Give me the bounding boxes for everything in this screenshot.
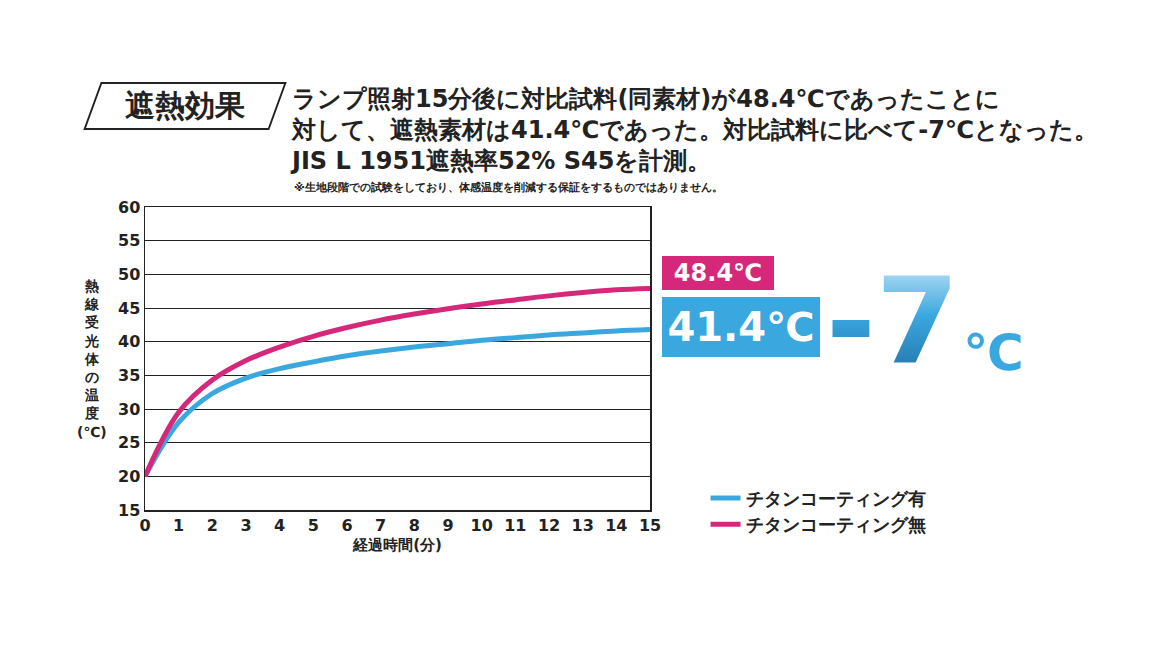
svg-text:4: 4 xyxy=(274,516,285,535)
svg-text:13: 13 xyxy=(572,516,594,535)
svg-text:11: 11 xyxy=(504,516,526,535)
svg-text:15: 15 xyxy=(118,501,140,520)
svg-text:5: 5 xyxy=(308,516,319,535)
html-text:JIS L 1951遮熱率52% S45を計測。: JIS L 1951遮熱率52% S45を計測。 xyxy=(292,147,712,175)
html-text:48.4℃: 48.4℃ xyxy=(673,259,763,287)
svg-text:15: 15 xyxy=(639,516,661,535)
svg-text:経過時間(分): 経過時間(分) xyxy=(352,536,442,554)
svg-text:2: 2 xyxy=(207,516,218,535)
svg-text:6: 6 xyxy=(341,516,352,535)
svg-text:8: 8 xyxy=(409,516,420,535)
svg-text:3: 3 xyxy=(240,516,251,535)
svg-text:50: 50 xyxy=(118,265,140,284)
svg-text:60: 60 xyxy=(118,198,140,217)
html-text:-7: -7 xyxy=(826,252,960,391)
svg-text:0: 0 xyxy=(139,516,150,535)
html-text:41.4℃: 41.4℃ xyxy=(667,304,815,350)
svg-text:9: 9 xyxy=(442,516,453,535)
svg-text:12: 12 xyxy=(538,516,560,535)
svg-text:14: 14 xyxy=(605,516,627,535)
svg-text:40: 40 xyxy=(118,332,140,351)
svg-text:熱線受光体の温度(℃): 熱線受光体の温度(℃) xyxy=(77,278,107,440)
svg-text:チタンコーティング無: チタンコーティング無 xyxy=(746,514,926,535)
svg-text:45: 45 xyxy=(118,299,140,318)
html-text:ランプ照射15分後に対比試料(同素材)が48.4℃であったこ: ランプ照射15分後に対比試料(同素材)が48.4℃であったことに xyxy=(292,85,1000,113)
svg-text:7: 7 xyxy=(375,516,386,535)
svg-text:10: 10 xyxy=(471,516,493,535)
svg-text:1: 1 xyxy=(173,516,184,535)
svg-text:35: 35 xyxy=(118,366,140,385)
html-text:※生地段階での試験をしており、体感温度を削減する保証をするも: ※生地段階での試験をしており、体感温度を削減する保証をするものではありません。 xyxy=(294,181,723,194)
svg-text:55: 55 xyxy=(118,231,140,250)
svg-text:チタンコーティング有: チタンコーティング有 xyxy=(746,488,926,509)
svg-text:30: 30 xyxy=(118,400,140,419)
svg-text:25: 25 xyxy=(118,433,140,452)
svg-text:20: 20 xyxy=(118,467,140,486)
html-text:対して、遮熱素材は41.4℃であった。対比試料に比べて-7℃: 対して、遮熱素材は41.4℃であった。対比試料に比べて-7℃となった。 xyxy=(292,116,1098,144)
html-text:遮熱効果: 遮熱効果 xyxy=(125,87,245,123)
